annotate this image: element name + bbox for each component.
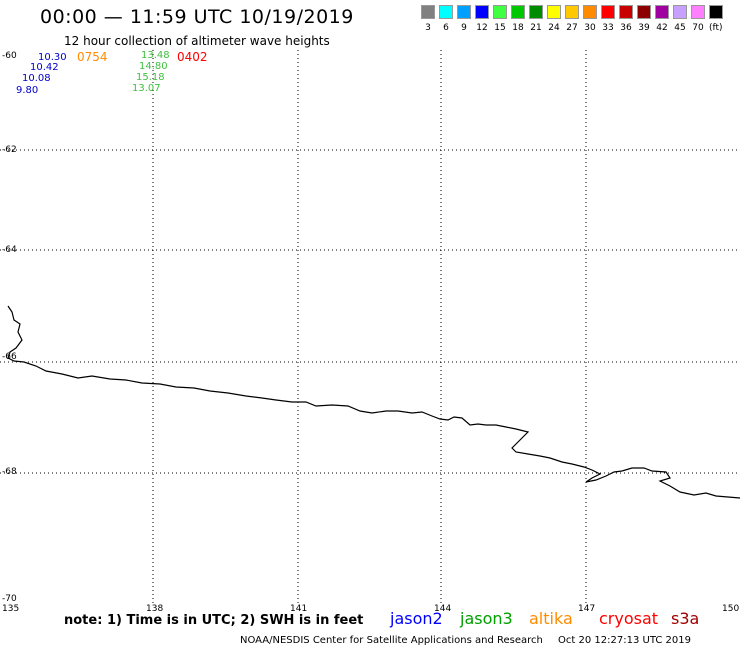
- legend-swatch: [709, 5, 723, 19]
- legend-label: 70: [692, 23, 704, 33]
- jason3-swh-label: 15.18: [136, 72, 165, 83]
- legend-swatch: [421, 5, 435, 19]
- footer-credit: NOAA/NESDIS Center for Satellite Applica…: [240, 635, 691, 646]
- legend-label: 27: [566, 23, 578, 33]
- satellite-label-cryosat: cryosat: [599, 609, 659, 628]
- credit-generated-time: Oct 20 12:27:13 UTC 2019: [558, 635, 691, 646]
- satellite-label-altika: altika: [529, 609, 573, 628]
- jason2-swh-label: 10.42: [30, 62, 59, 73]
- cryosat-time-label: 0402: [177, 50, 208, 64]
- legend-label: 33: [602, 23, 614, 33]
- satellite-label-jason3: jason3: [460, 609, 513, 628]
- lat-tick-label: -66: [2, 352, 17, 362]
- legend-swatch: [637, 5, 651, 19]
- legend-label: 3: [425, 23, 431, 33]
- legend-swatch: [529, 5, 543, 19]
- legend-label: 18: [512, 23, 524, 33]
- footer-note: note: 1) Time is in UTC; 2) SWH is in fe…: [64, 613, 364, 628]
- legend-swatch: [655, 5, 669, 19]
- legend-swatch: [619, 5, 633, 19]
- legend-swatch: [691, 5, 705, 19]
- jason2-swh-label: 9.80: [16, 85, 39, 96]
- legend-swatch: [475, 5, 489, 19]
- legend-swatch: [439, 5, 453, 19]
- satellite-label-s3a: s3a: [671, 609, 700, 628]
- legend-swatch: [493, 5, 507, 19]
- satellite-label-jason2: jason2: [390, 609, 443, 628]
- legend-swatch: [457, 5, 471, 19]
- lon-tick-label: 150: [722, 604, 740, 614]
- legend-label: 45: [674, 23, 686, 33]
- legend-label: 42: [656, 23, 668, 33]
- jason3-swh-label: 13.48: [141, 50, 170, 61]
- legend-label: 39: [638, 23, 650, 33]
- lon-tick-label: 138: [146, 604, 164, 614]
- lat-tick-label: -70: [2, 594, 17, 604]
- lat-tick-label: -68: [2, 467, 17, 477]
- lon-tick-label: 147: [578, 604, 596, 614]
- legend-swatch: [511, 5, 525, 19]
- legend-label: 36: [620, 23, 632, 33]
- altika-time-label: 0754: [77, 50, 108, 64]
- chart-title: 00:00 — 11:59 UTC 10/19/2019: [40, 6, 354, 28]
- legend-swatch: [565, 5, 579, 19]
- legend-swatch: [547, 5, 561, 19]
- legend-unit: (ft): [709, 23, 723, 33]
- legend-label: 6: [443, 23, 449, 33]
- lat-tick-label: -64: [2, 245, 17, 255]
- chart-subtitle: 12 hour collection of altimeter wave hei…: [64, 34, 330, 48]
- legend-label: 30: [584, 23, 596, 33]
- legend-label: 9: [461, 23, 467, 33]
- jason3-swh-label: 14.80: [139, 61, 168, 72]
- legend-label: 24: [548, 23, 560, 33]
- lon-tick-label: 144: [434, 604, 452, 614]
- lat-tick-label: -62: [2, 145, 17, 155]
- coastline: [7, 305, 740, 499]
- legend-label: 15: [494, 23, 506, 33]
- lon-tick-label: 135: [2, 604, 20, 614]
- jason2-swh-label: 10.30: [38, 52, 67, 63]
- legend-label: 12: [476, 23, 488, 33]
- legend-swatch: [583, 5, 597, 19]
- lon-tick-label: 141: [290, 604, 308, 614]
- lat-tick-label: -60: [2, 51, 17, 61]
- jason3-swh-label: 13.07: [132, 83, 161, 94]
- credit-organization: NOAA/NESDIS Center for Satellite Applica…: [240, 635, 543, 646]
- jason2-swh-label: 10.08: [22, 73, 51, 84]
- legend-swatch: [601, 5, 615, 19]
- legend-label: 21: [530, 23, 542, 33]
- legend-swatch: [673, 5, 687, 19]
